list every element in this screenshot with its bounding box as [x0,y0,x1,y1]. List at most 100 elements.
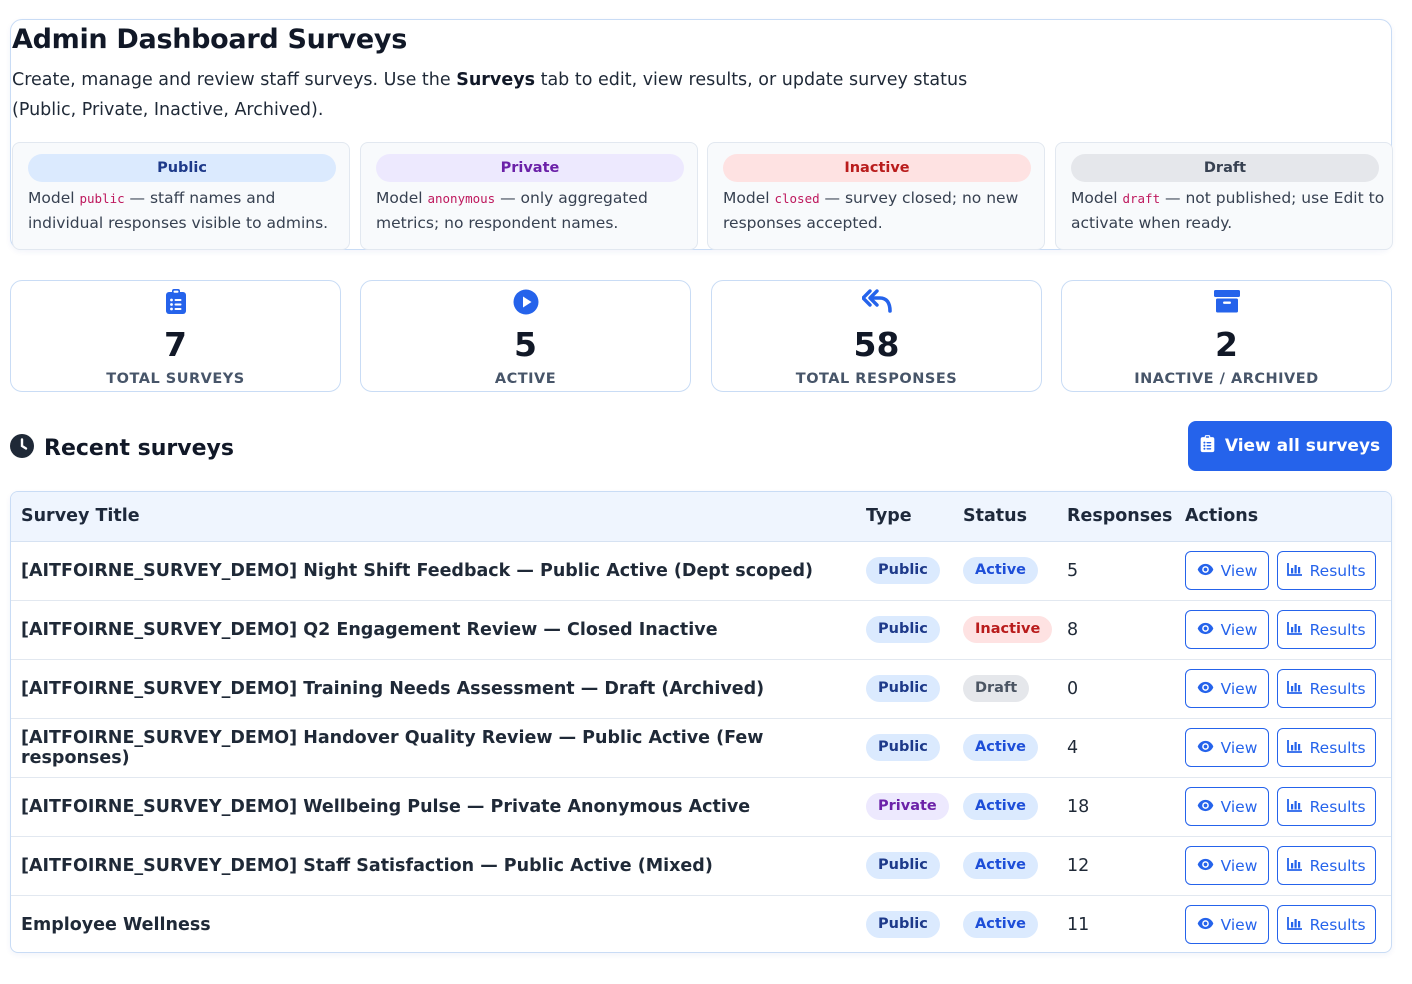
view-button-label: View [1220,679,1258,698]
type-badge: Public [866,557,940,584]
results-button[interactable]: Results [1276,787,1376,826]
results-button-label: Results [1309,915,1366,934]
survey-title: [AITFOIRNE_SURVEY_DEMO] Handover Quality… [21,727,764,768]
response-count: 4 [1067,737,1079,758]
survey-title: [AITFOIRNE_SURVEY_DEMO] Wellbeing Pulse … [21,796,751,817]
table-header-row: Survey Title Type Status Responses Actio… [11,492,1391,542]
response-count: 5 [1067,560,1079,581]
stats-row: 7 TOTAL SURVEYS 5 ACTIVE 58 TOTAL RESPON… [10,280,1392,392]
view-button[interactable]: View [1185,669,1269,708]
view-button-label: View [1220,856,1258,875]
intro-card: Admin Dashboard Surveys Create, manage a… [10,19,1393,250]
type-badge: Private [866,793,949,820]
type-cell: Public [856,659,953,718]
legend-card-private: Private Model anonymous — only aggregate… [360,142,698,250]
legend-pill-inactive: Inactive [723,154,1031,182]
type-cell: Private [856,777,953,836]
clipboard-list-icon [1200,434,1215,458]
stat-card-total-responses: 58 TOTAL RESPONSES [711,280,1042,392]
legend-card-draft: Draft Model draft — not published; use E… [1055,142,1393,250]
status-cell: Inactive [953,600,1057,659]
bar-chart-icon [1286,562,1303,580]
results-button-label: Results [1309,738,1366,757]
intro-text-start: Create, manage and review staff surveys.… [12,70,457,90]
stat-value-inactive-archived: 2 [1215,325,1238,364]
table-row: Employee Wellness Public Active 11 View … [11,895,1391,952]
bar-chart-icon [1286,798,1303,816]
eye-icon [1197,739,1214,757]
legend-pill-draft: Draft [1071,154,1379,182]
stat-value-total-surveys: 7 [164,325,187,364]
status-badge: Active [963,793,1039,820]
col-header-title: Survey Title [11,492,856,542]
response-count: 12 [1067,855,1090,876]
view-button[interactable]: View [1185,905,1269,945]
stat-card-active: 5 ACTIVE [360,280,691,392]
table-body: [AITFOIRNE_SURVEY_DEMO] Night Shift Feed… [11,541,1391,952]
view-all-surveys-label: View all surveys [1224,436,1381,456]
view-button-label: View [1220,738,1258,757]
status-badge: Active [963,734,1039,761]
status-cell: Draft [953,659,1057,718]
view-button[interactable]: View [1185,787,1269,826]
results-button[interactable]: Results [1276,551,1376,590]
survey-title: Employee Wellness [21,914,211,935]
eye-icon [1197,680,1214,698]
view-button[interactable]: View [1185,610,1269,649]
stat-card-total-surveys: 7 TOTAL SURVEYS [10,280,341,392]
intro-text-end: tab to edit, view results, or update sur… [12,70,968,120]
eye-icon [1197,562,1214,580]
type-cell: Public [856,600,953,659]
status-cell: Active [953,718,1057,777]
bar-chart-icon [1286,621,1303,639]
survey-title: [AITFOIRNE_SURVEY_DEMO] Training Needs A… [21,678,765,699]
type-badge: Public [866,911,940,939]
type-badge: Public [866,616,940,643]
table-row: [AITFOIRNE_SURVEY_DEMO] Q2 Engagement Re… [11,600,1391,659]
results-button[interactable]: Results [1276,728,1376,767]
stat-card-inactive-archived: 2 INACTIVE / ARCHIVED [1061,280,1392,392]
table-row: [AITFOIRNE_SURVEY_DEMO] Handover Quality… [11,718,1391,777]
reply-all-icon [712,289,1041,315]
results-button-label: Results [1309,679,1366,698]
results-button[interactable]: Results [1276,905,1376,945]
eye-icon [1197,916,1214,934]
stat-label-total-surveys: TOTAL SURVEYS [106,371,245,387]
survey-title: [AITFOIRNE_SURVEY_DEMO] Q2 Engagement Re… [21,619,718,640]
status-badge: Inactive [963,616,1053,643]
recent-surveys-table: Survey Title Type Status Responses Actio… [10,491,1392,953]
view-button[interactable]: View [1185,551,1269,590]
status-badge: Active [963,852,1039,879]
results-button[interactable]: Results [1276,669,1376,708]
clipboard-list-icon [11,289,340,315]
eye-icon [1197,798,1214,816]
view-button-label: View [1220,561,1258,580]
stat-value-active: 5 [514,325,537,364]
status-badge: Active [963,911,1039,939]
status-cell: Active [953,895,1057,952]
view-button-label: View [1220,915,1258,934]
view-all-surveys-button[interactable]: View all surveys [1188,421,1392,471]
results-button-label: Results [1309,856,1366,875]
results-button[interactable]: Results [1276,610,1376,649]
legend-card-public: Public Model public — staff names and in… [12,142,350,250]
recent-surveys-heading: Recent surveys [10,430,234,466]
archive-box-icon [1062,289,1391,315]
play-circle-icon [361,289,690,315]
legend-desc-draft: Model draft — not published; use Edit to… [1071,189,1385,232]
view-button[interactable]: View [1185,846,1269,885]
type-cell: Public [856,718,953,777]
results-button-label: Results [1309,797,1366,816]
status-cell: Active [953,836,1057,895]
stat-label-active: ACTIVE [494,371,557,387]
col-header-responses: Responses [1057,492,1175,542]
eye-icon [1197,621,1214,639]
clock-icon [10,433,34,463]
results-button[interactable]: Results [1276,846,1376,885]
legend-card-inactive: Inactive Model closed — survey closed; n… [707,142,1045,250]
status-legend: Public Model public — staff names and in… [12,142,1393,250]
table-row: [AITFOIRNE_SURVEY_DEMO] Staff Satisfacti… [11,836,1391,895]
view-button[interactable]: View [1185,728,1269,767]
section-title: Recent surveys [44,435,234,461]
legend-desc-public: Model public — staff names and individua… [28,189,329,232]
